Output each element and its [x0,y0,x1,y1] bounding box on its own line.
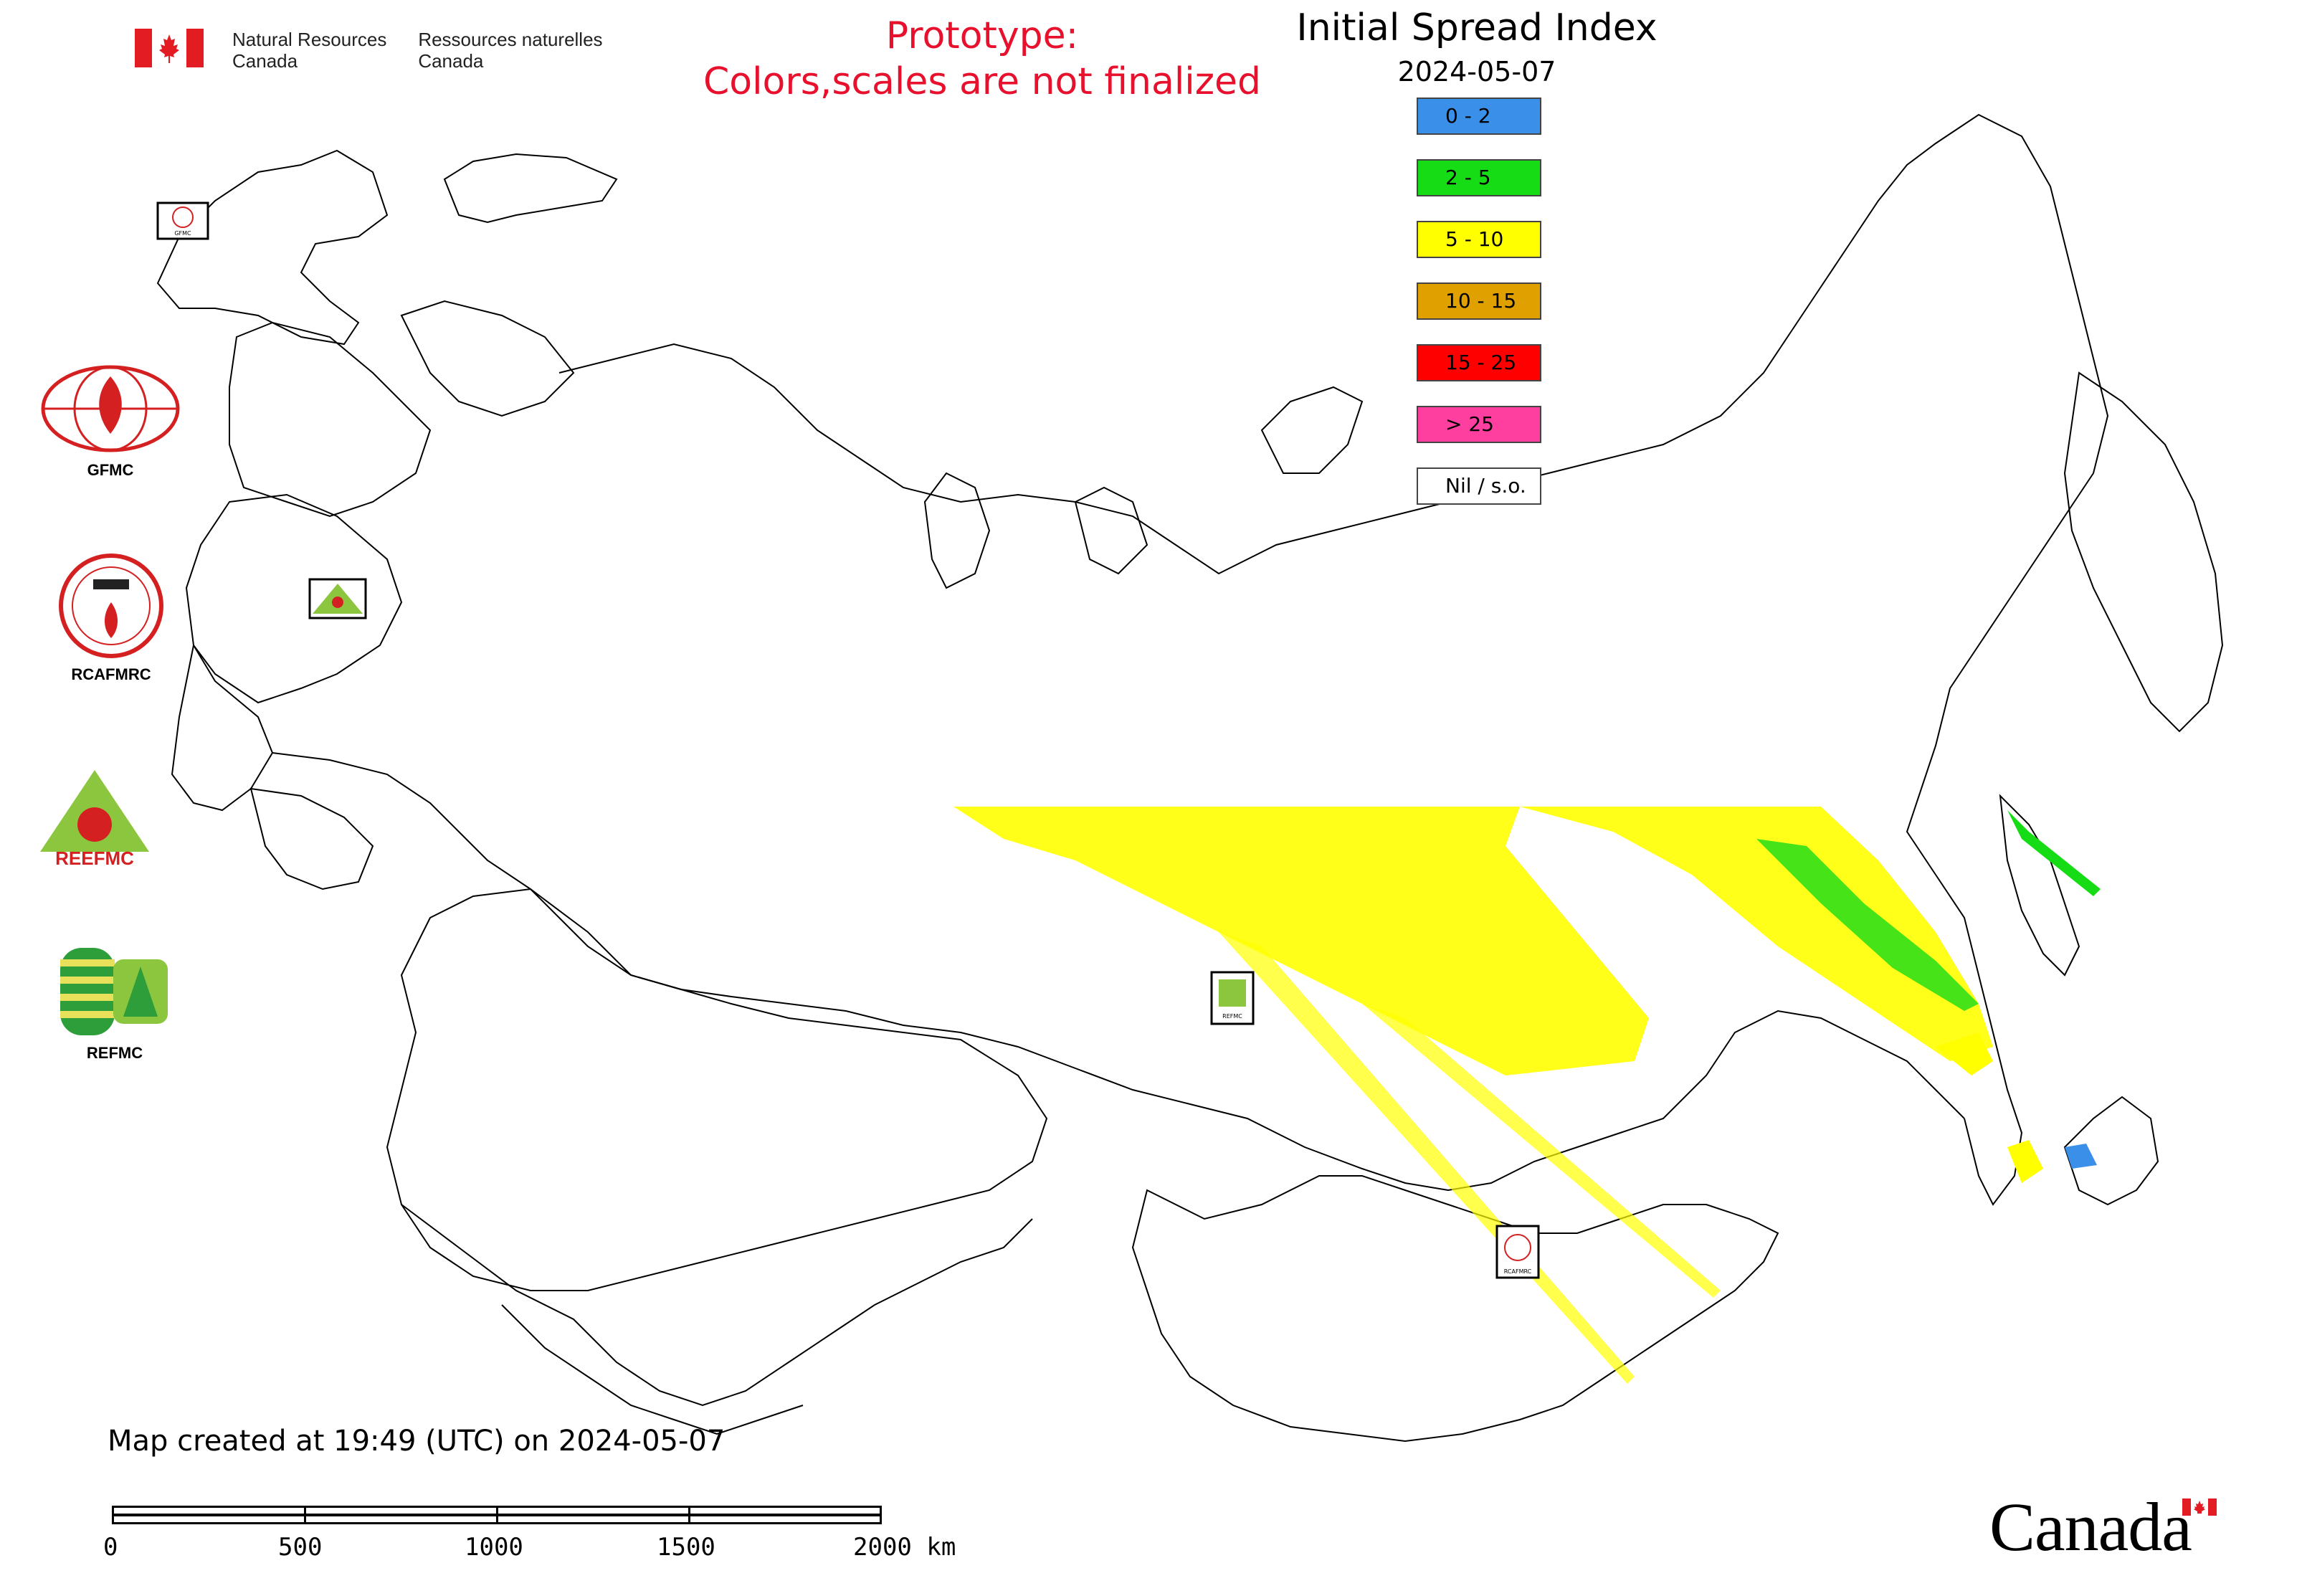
sakhalin-outline [1999,794,2080,977]
isi-hokkaido-yellow [2007,1140,2043,1183]
rcafmrc-logo-icon [59,554,163,658]
reefmc-logo-icon: REEFMC [40,770,149,868]
gfmc-logo-icon [41,365,180,452]
scale-tick-500: 500 [278,1533,323,1562]
far-east-coast [1906,788,2023,1206]
canada-wordmark-flag-icon [2182,1498,2217,1516]
kazakhstan-outline [386,888,1048,1291]
gov-name-fr: Ressources naturelles Canada [418,29,603,72]
refmc-logo-icon [60,948,168,1035]
reefmc-marker[interactable] [308,578,367,619]
legend-item-15-25: 15 - 25 [1417,344,1541,381]
central-asia-south-outline [501,1304,804,1435]
legend-item-0-2: 0 - 2 [1417,98,1541,135]
map-date: 2024-05-07 [1397,56,1556,87]
isi-streak-mid [1362,1004,1721,1298]
isi-hokkaido-blue [2065,1144,2097,1169]
isi-band-west [953,807,1649,1075]
svg-text:GFMC: GFMC [174,230,191,237]
map-markers: GFMC REFMC RCAFMRC [156,201,1540,1279]
central-asia-outline [401,1204,1033,1407]
legend-item-10-15: 10 - 15 [1417,282,1541,320]
legend-item-nil: Nil / s.o. [1417,467,1541,505]
map-title: Initial Spread Index [1296,6,1657,49]
reefmc-logo[interactable]: REEFMC [37,767,152,868]
gov-name-en: Natural Resources Canada [232,29,387,72]
japan-outline [2063,1096,2159,1206]
scale-tick-2000: 2000 km [853,1533,956,1562]
map-created-note: Map created at 19:49 (UTC) on 2024-05-07 [108,1425,726,1458]
russia-southern-border [272,752,1965,1192]
kola-outline [443,153,618,224]
canada-wordmark: Canada [1989,1488,2192,1565]
isi-band-east [1520,807,1993,1061]
black-sea-region-outline [171,643,274,812]
rcafmrc-marker[interactable]: RCAFMRC [1495,1225,1540,1279]
belarus-ukraine-outline [185,493,403,704]
legend-item-gt-25: > 25 [1417,406,1541,443]
svg-text:REEFMC: REEFMC [55,847,134,868]
mongolia-outline [1131,1175,1779,1443]
country-borders [156,113,2224,1443]
canada-flag-icon [135,29,204,67]
arctic-islands-1 [923,472,991,589]
arctic-islands-2 [1074,486,1148,575]
scale-tick-1500: 1500 [657,1533,715,1562]
rcafmrc-logo[interactable]: RCAFMRC [57,552,165,684]
isi-sakhalin-green [2007,810,2101,896]
government-header: Natural Resources Canada Ressources natu… [135,29,634,72]
scale-tick-1000: 1000 [465,1533,523,1562]
russia-arctic-coast [558,113,2109,789]
refmc-marker[interactable]: REFMC [1210,971,1255,1025]
prototype-notice: Prototype: Colors,scales are not finaliz… [703,14,1262,103]
isi-coverage [953,807,2101,1384]
isi-far-east-yellow [1936,1032,1993,1075]
scandinavia-outline [156,149,389,346]
arctic-islands-3 [1260,386,1364,474]
eastern-europe-outline [229,321,432,518]
isi-east-green [1756,839,1979,1011]
gfmc-logo[interactable]: GFMC [40,362,181,480]
scale-bar [112,1506,882,1524]
svg-text:RCAFMRC: RCAFMRC [1504,1268,1532,1275]
white-sea-outline [400,300,575,417]
refmc-logo[interactable]: REFMC [57,945,172,1063]
legend-item-2-5: 2 - 5 [1417,159,1541,196]
scale-tick-0: 0 [103,1533,118,1562]
kamchatka-outline [2063,371,2224,733]
gfmc-marker[interactable]: GFMC [156,201,209,240]
svg-text:REFMC: REFMC [1222,1013,1242,1020]
legend-item-5-10: 5 - 10 [1417,221,1541,258]
caucasus-outline [249,787,374,890]
